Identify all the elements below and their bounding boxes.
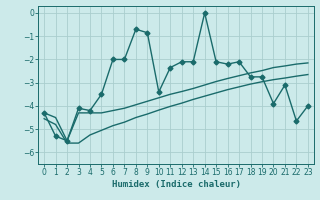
X-axis label: Humidex (Indice chaleur): Humidex (Indice chaleur) (111, 180, 241, 189)
